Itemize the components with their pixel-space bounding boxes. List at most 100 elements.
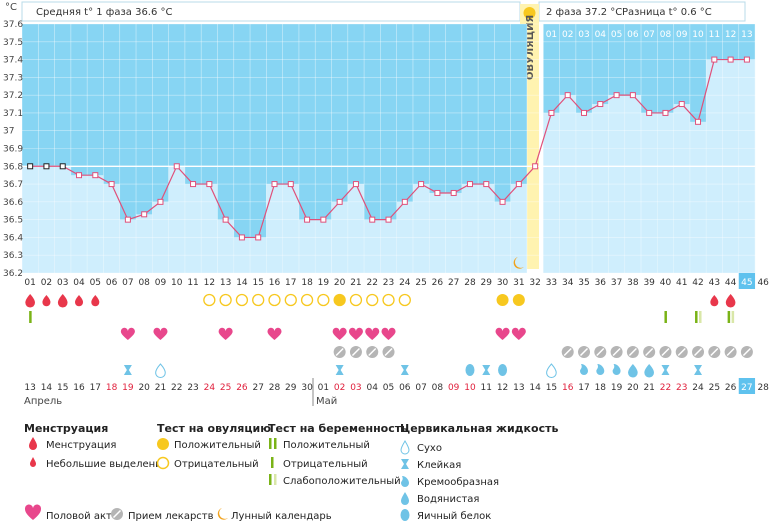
cycle-day-label: 14 (236, 278, 248, 288)
temperature-point[interactable] (401, 198, 408, 205)
menstruation-drop-icon (25, 294, 35, 308)
temperature-point[interactable] (255, 234, 262, 241)
temperature-point[interactable] (157, 198, 164, 205)
cycle-day-label: 02 (41, 278, 52, 288)
cycle-day-label: 30 (497, 278, 509, 288)
temperature-point[interactable] (597, 101, 604, 108)
temperature-point[interactable] (352, 181, 359, 188)
y-tick-label: 37 (3, 127, 14, 137)
cycle-day-label: 13 (220, 278, 231, 288)
temperature-point[interactable] (695, 118, 702, 125)
temperature-point[interactable] (532, 163, 539, 170)
temperature-point[interactable] (271, 181, 278, 188)
temperature-point[interactable] (43, 163, 50, 170)
legend-pregtest-weak: Слабоположительный (283, 476, 401, 487)
calendar-date-label: 24 (692, 383, 704, 393)
temperature-point[interactable] (483, 181, 490, 188)
cycle-day-label: 46 (757, 278, 769, 288)
temperature-point[interactable] (581, 109, 588, 116)
cycle-day-label: 27 (448, 278, 459, 288)
temp-bar (103, 184, 120, 273)
top-day-label: 05 (611, 30, 622, 40)
temperature-point[interactable] (646, 109, 653, 116)
temperature-point[interactable] (450, 189, 457, 196)
temperature-point[interactable] (662, 109, 669, 116)
cycle-day-label: 06 (106, 278, 118, 288)
y-tick-label: 36.5 (3, 216, 23, 226)
cf-sticky-icon (335, 365, 344, 375)
y-tick-label: 36.3 (3, 251, 23, 261)
temperature-point[interactable] (434, 189, 441, 196)
calendar-date-label: 12 (497, 383, 508, 393)
temperature-point[interactable] (27, 163, 34, 170)
cf-creamy-icon (612, 364, 621, 375)
temperature-point[interactable] (418, 181, 425, 188)
medication-pill-line (694, 347, 703, 357)
temperature-point[interactable] (206, 181, 213, 188)
lunar-moon-icon (217, 508, 228, 520)
legend-spotting: Небольшие выделения (46, 459, 168, 470)
temperature-point[interactable] (466, 181, 473, 188)
ovtest-negative-icon (300, 293, 314, 307)
cf-eggwhite-icon (498, 364, 508, 376)
calendar-date-label: 05 (383, 383, 394, 393)
calendar-date-label: 22 (660, 383, 671, 393)
temperature-point[interactable] (629, 92, 636, 99)
cycle-day-label: 42 (692, 278, 703, 288)
ovtest-negative-icon (366, 293, 379, 307)
temp-bar (641, 112, 658, 273)
temperature-point[interactable] (320, 216, 327, 223)
temperature-point[interactable] (711, 56, 718, 63)
temperature-point[interactable] (190, 181, 197, 188)
temperature-point[interactable] (59, 163, 66, 170)
temperature-point[interactable] (238, 234, 245, 241)
temperature-point[interactable] (548, 109, 555, 116)
temperature-point[interactable] (743, 56, 750, 63)
temp-bar (461, 184, 479, 273)
temperature-point[interactable] (173, 163, 180, 170)
cycle-day-label: 01 (24, 278, 35, 288)
medication-pill-line (368, 347, 377, 357)
ovtest-negative-icon (203, 293, 216, 307)
ovulation-sun-icon (523, 7, 536, 19)
temperature-point[interactable] (304, 216, 311, 223)
legend-cf-watery: Водянистая (417, 494, 479, 505)
temperature-point[interactable] (515, 181, 522, 188)
temperature-point[interactable] (385, 216, 392, 223)
temperature-point[interactable] (108, 181, 115, 188)
temperature-point[interactable] (141, 211, 148, 218)
cycle-day-label: 18 (301, 278, 313, 288)
temperature-point[interactable] (222, 216, 229, 223)
temp-bar (445, 192, 462, 273)
cf-creamy-icon (580, 364, 589, 375)
temp-bar (592, 104, 609, 274)
y-tick-label: 36.9 (3, 145, 23, 155)
temperature-point[interactable] (124, 216, 131, 223)
medication-pill-line (596, 347, 605, 357)
temperature-point[interactable] (564, 92, 571, 99)
calendar-date-label: 02 (334, 383, 345, 393)
temperature-point[interactable] (678, 101, 685, 108)
intercourse-heart-icon (153, 327, 168, 340)
temperature-point[interactable] (499, 198, 506, 205)
temp-bar (689, 121, 707, 273)
intercourse-heart-icon (348, 327, 363, 340)
temperature-point[interactable] (287, 181, 294, 188)
temperature-point[interactable] (613, 92, 620, 99)
top-day-label: 06 (627, 30, 639, 40)
temperature-point[interactable] (92, 172, 99, 179)
ovulation-label: ОВУЛЯЦИЯ (525, 15, 536, 80)
calendar-date-label: 15 (546, 383, 557, 393)
calendar-date-label: 20 (138, 383, 150, 393)
cycle-day-label: 36 (595, 278, 607, 288)
cycle-day-label: 25 (415, 278, 426, 288)
temperature-point[interactable] (727, 56, 734, 63)
temp-bar (282, 184, 299, 273)
menstruation-drop-icon (29, 437, 37, 450)
menstruation-drop-icon (42, 295, 51, 307)
temperature-point[interactable] (336, 198, 343, 205)
temperature-point[interactable] (76, 172, 83, 179)
cycle-day-label: 40 (660, 278, 672, 288)
temperature-point[interactable] (369, 216, 376, 223)
